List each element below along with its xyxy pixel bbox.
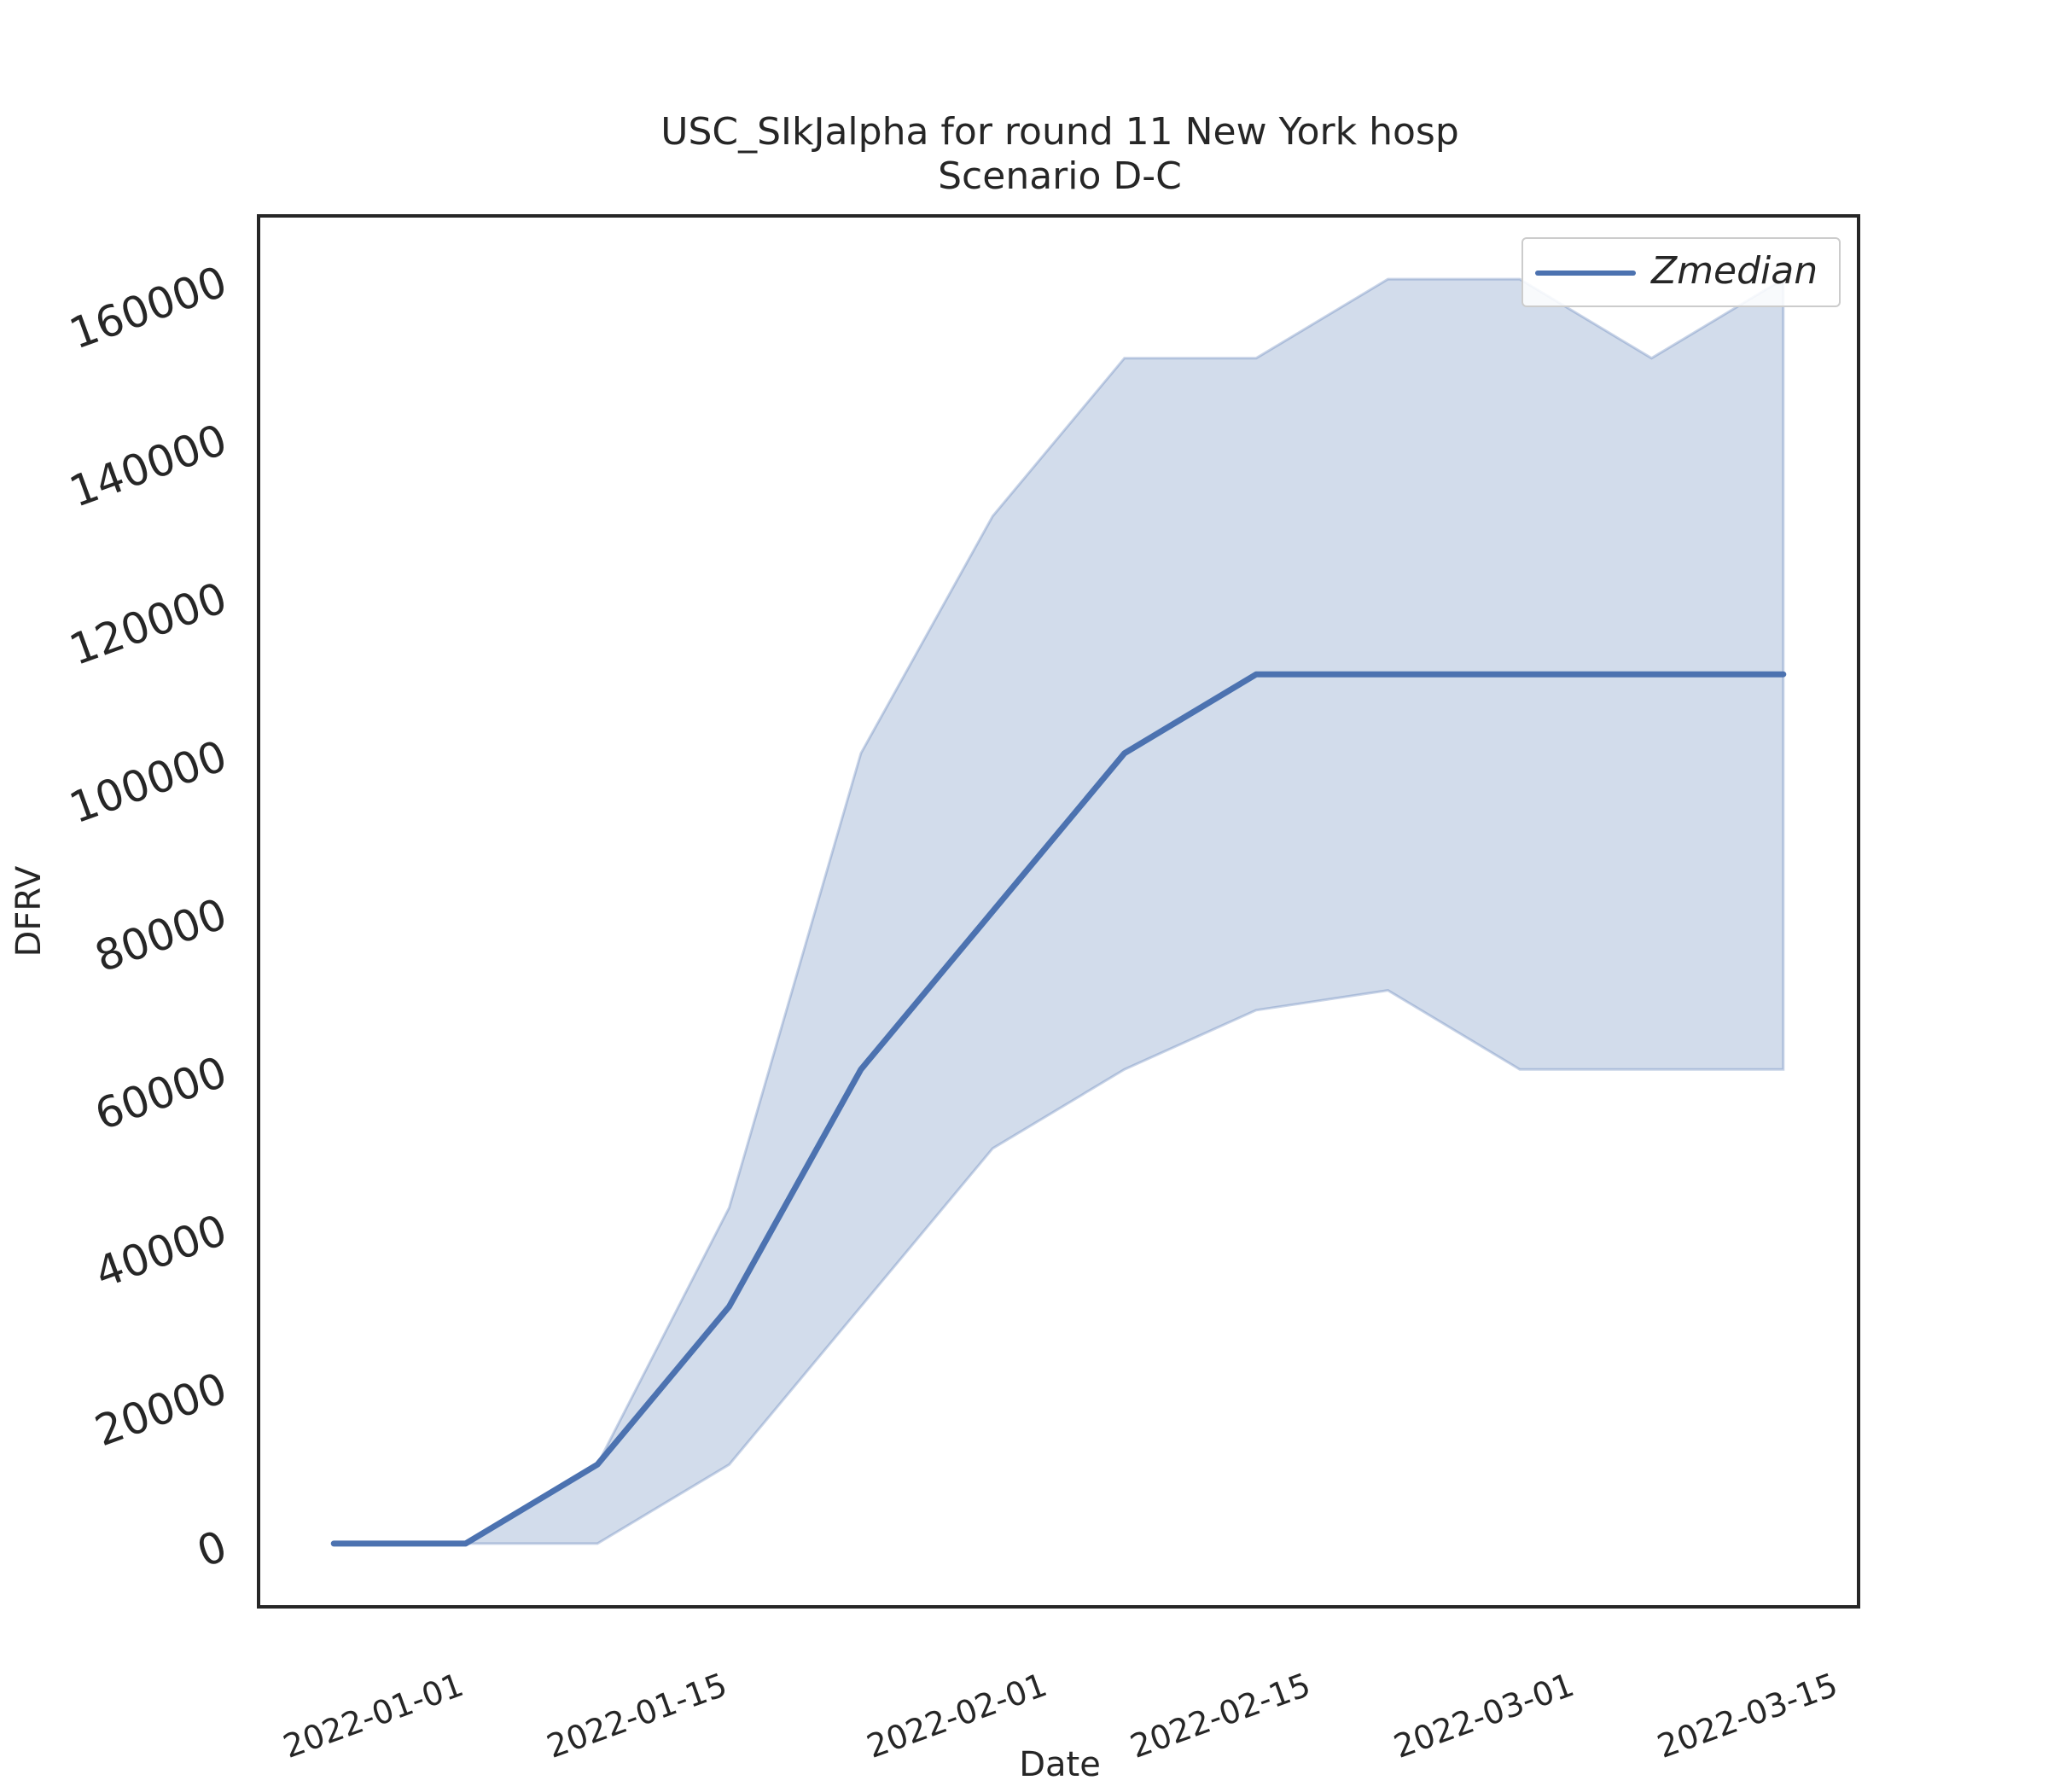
y-tick-label: 140000: [63, 415, 233, 517]
y-tick-label: 80000: [89, 889, 233, 982]
series-line-zmedian: [330, 671, 1787, 1547]
y-tick-label: 0: [191, 1521, 234, 1577]
x-axis-label: Date: [1019, 1745, 1101, 1784]
y-tick-label: 120000: [63, 573, 233, 675]
y-tick-label: 100000: [63, 730, 233, 833]
legend-label-zmedian: Zmedian: [1651, 249, 1818, 293]
y-axis-label: DFRV: [9, 865, 49, 957]
y-tick-label: 20000: [89, 1363, 233, 1456]
chart-title: USC_SIkJalpha for round 11 New York hosp: [660, 110, 1459, 154]
x-tick-label: 2022-02-15: [1126, 1666, 1316, 1766]
confidence-band: [334, 276, 1785, 1545]
chart-subtitle: Scenario D-C: [938, 154, 1182, 198]
y-tick-label: 160000: [63, 257, 233, 359]
y-tick-label: 60000: [89, 1047, 233, 1140]
legend-swatch-zmedian: [1535, 271, 1636, 276]
y-tick-label: 40000: [89, 1205, 233, 1298]
x-tick-label: 2022-01-15: [542, 1666, 732, 1766]
x-tick-label: 2022-03-01: [1389, 1666, 1580, 1766]
x-tick-label: 2022-01-01: [278, 1666, 468, 1766]
legend: Zmedian: [1521, 237, 1841, 307]
x-tick-label: 2022-03-15: [1652, 1666, 1842, 1766]
plot-frame: [257, 214, 1860, 1609]
